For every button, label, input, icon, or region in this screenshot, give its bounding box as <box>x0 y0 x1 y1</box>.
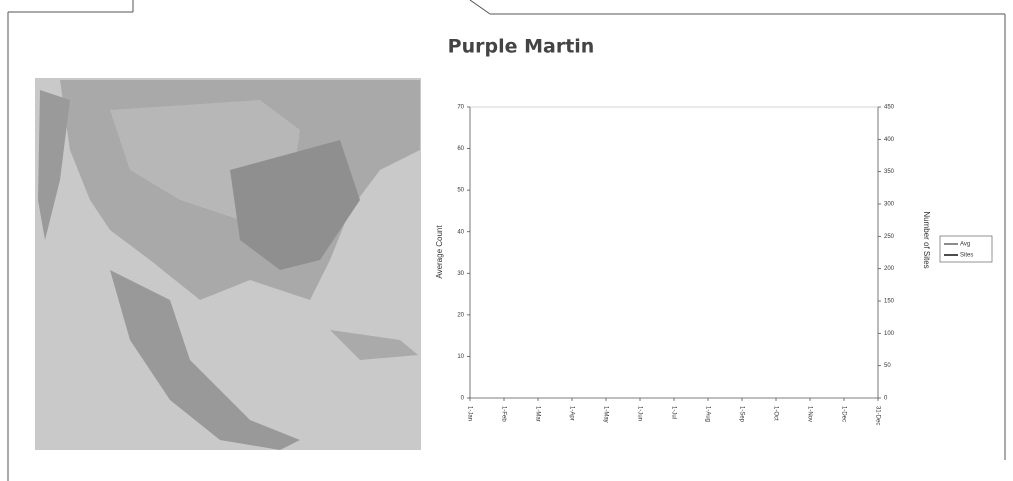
y-tick-label: 20 <box>457 312 464 318</box>
range-map <box>35 78 421 450</box>
x-tick-label: 1-Jul <box>670 406 676 419</box>
page: Purple Martin Average Count Number of Si… <box>0 0 1013 481</box>
x-tick-label: 1-Aug <box>704 406 710 422</box>
y-tick-label: 40 <box>457 229 464 235</box>
y2-tick-label: 350 <box>884 169 895 175</box>
screen: Purple Martin Average Count Number of Si… <box>0 0 1013 481</box>
y2-tick-label: 450 <box>884 105 895 111</box>
x-tick-label: 31-Dec <box>874 406 880 425</box>
y2-tick-label: 400 <box>884 137 895 143</box>
y-tick-label: 60 <box>457 146 464 152</box>
x-tick-label: 1-Sep <box>738 406 744 423</box>
x-tick-label: 1-Nov <box>806 406 812 422</box>
x-tick-label: 1-Jun <box>636 406 642 421</box>
x-tick-label: 1-Dec <box>840 406 846 422</box>
legend-label: Avg <box>960 242 970 248</box>
chart-area <box>430 92 1002 456</box>
y2-tick-label: 50 <box>884 363 891 369</box>
y-axis-label: Average Count <box>435 225 444 279</box>
x-tick-label: 1-Apr <box>568 406 574 421</box>
y-tick-label: 50 <box>457 188 464 194</box>
x-tick-label: 1-May <box>602 406 608 423</box>
x-tick-label: 1-Mar <box>534 406 540 422</box>
x-tick-label: 1-Feb <box>500 406 506 422</box>
y2-tick-label: 200 <box>884 266 895 272</box>
y2-axis-label: Number of Sites <box>922 211 931 268</box>
y2-tick-label: 150 <box>884 299 895 305</box>
y-tick-label: 10 <box>457 354 464 360</box>
y2-tick-label: 100 <box>884 331 895 337</box>
legend: Avg Sites <box>940 236 992 262</box>
x-tick-label: 1-Oct <box>772 406 778 421</box>
y2-tick-label: 300 <box>884 202 895 208</box>
y-tick-label: 30 <box>457 271 464 277</box>
y2-tick-label: 250 <box>884 234 895 240</box>
page-title: Purple Martin <box>448 36 595 58</box>
x-tick-label: 1-Jan <box>466 406 472 421</box>
y-tick-label: 70 <box>457 105 464 111</box>
legend-label: Sites <box>960 253 973 259</box>
